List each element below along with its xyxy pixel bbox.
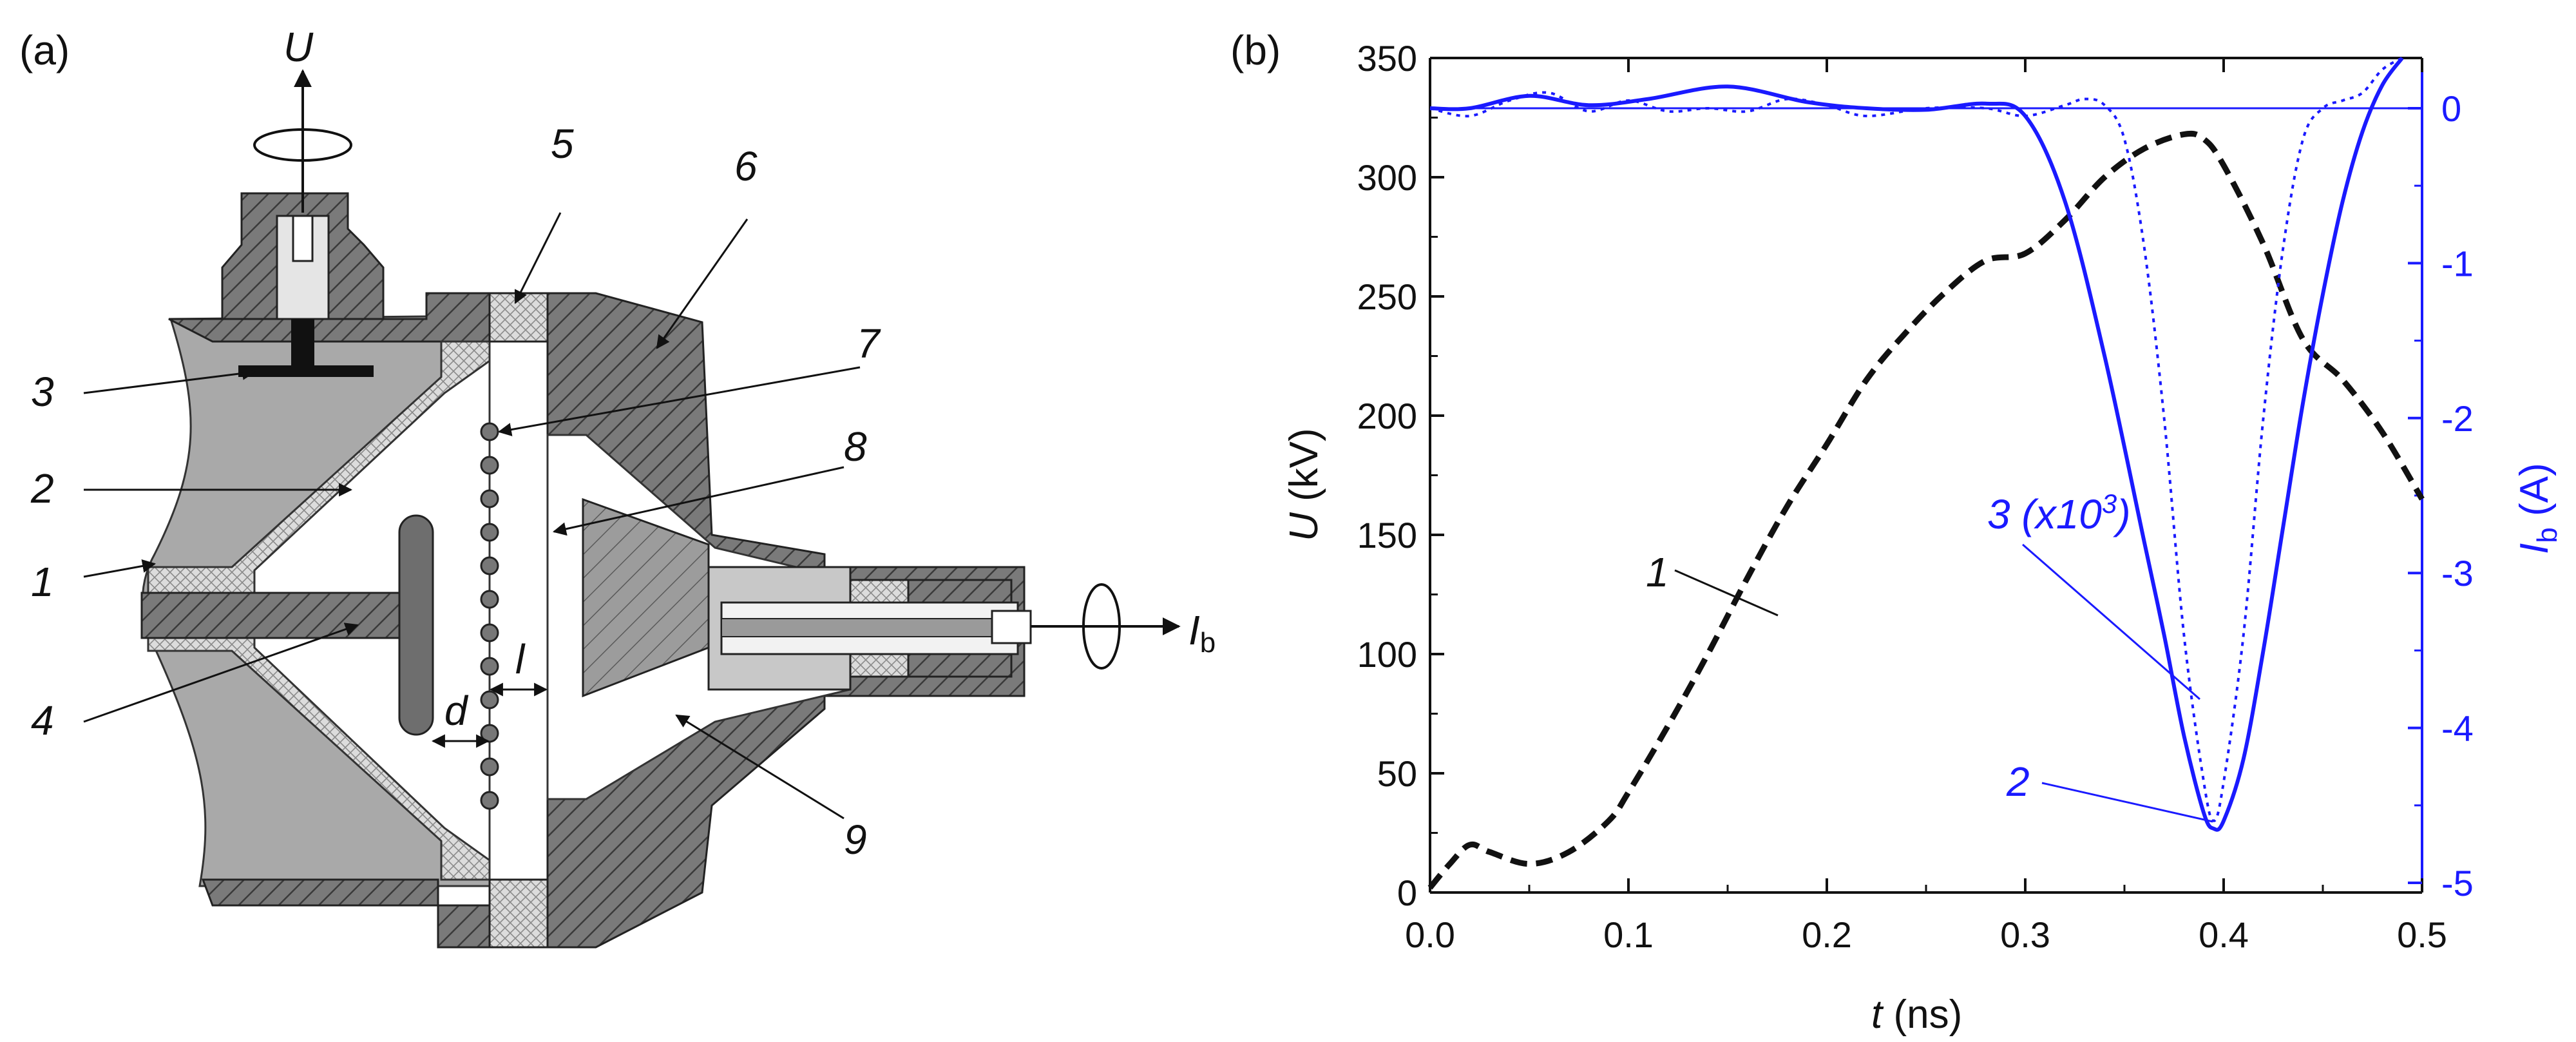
grid-wire-dot — [480, 791, 499, 810]
y-left-tick-label: 150 — [1357, 515, 1417, 555]
series-line-1 — [1427, 130, 2425, 890]
panel-a-schematic: (a) — [19, 24, 1216, 949]
x-tick-label: 0.2 — [1802, 914, 1852, 955]
callout-line-3 — [83, 366, 256, 394]
grid-wire-dot — [480, 623, 499, 642]
connector-pin — [292, 215, 314, 262]
series-layer — [1427, 57, 2425, 890]
y-left-tick-label: 250 — [1357, 276, 1417, 317]
feed-rod — [291, 319, 314, 367]
series-line-3 — [1429, 57, 2403, 822]
part-number-5: 5 — [551, 121, 574, 167]
x-axis-ticks: 0.0 0.1 0.2 0.3 0.4 0.5 — [1405, 58, 2447, 955]
y-left-tick-label: 0 — [1397, 873, 1417, 913]
ring-5-bottom — [488, 878, 549, 949]
y-left-axis-title: U (kV) — [1282, 428, 1326, 541]
part-number-6: 6 — [734, 143, 758, 189]
x-axis-title: t (ns) — [1871, 992, 1962, 1037]
callout-line-4 — [83, 622, 359, 723]
ring-5-top — [488, 292, 549, 343]
grid-wire-dot — [480, 489, 499, 508]
u-label: U — [283, 24, 314, 70]
callout-line-1 — [83, 559, 157, 578]
callout-line-8 — [552, 466, 844, 536]
y-left-tick-label: 100 — [1357, 634, 1417, 675]
panel-a-label: (a) — [19, 27, 70, 73]
curve-label-2: 2 — [2006, 758, 2030, 805]
panel-b-chart: (b) 0.0 0.1 0.2 0.3 0.4 0.5 0 50 100 150 200 250 30… — [1230, 27, 2563, 1037]
callout-line-5 — [514, 212, 562, 304]
cathode-disc — [398, 514, 434, 736]
curve-leader-2 — [2041, 782, 2213, 823]
grid-wire-dot — [480, 422, 499, 441]
callout-line-9 — [675, 714, 844, 820]
grid-wire-dot — [480, 556, 499, 575]
bottom-plate — [201, 878, 491, 949]
series-line-2 — [1429, 57, 2404, 832]
d-gap-label: d — [444, 688, 469, 734]
y-left-axis-ticks: 0 50 100 150 200 250 300 350 — [1357, 38, 1444, 913]
y-right-tick-label: 0 — [2441, 88, 2461, 129]
cathode-holder-4 — [140, 592, 401, 639]
curve-leader-1 — [1674, 569, 1779, 617]
x-tick-label: 0.5 — [2397, 914, 2447, 955]
ib-label: Ib — [1188, 607, 1216, 659]
part-number-3: 3 — [31, 369, 54, 415]
y-right-tick-label: -2 — [2441, 398, 2474, 439]
grid-wire-dot — [480, 456, 499, 475]
y-right-axis-title: Ib (A) — [2512, 463, 2563, 554]
y-right-tick-label: -1 — [2441, 243, 2474, 284]
y-left-tick-label: 50 — [1377, 753, 1417, 794]
part-number-4: 4 — [31, 697, 54, 744]
current-probe-loop — [1082, 583, 1121, 670]
grid-7 — [480, 422, 499, 810]
callout-line-6 — [656, 218, 749, 349]
curve-leader-3 — [2022, 543, 2200, 700]
x-tick-label: 0.0 — [1405, 914, 1455, 955]
grid-wire-dot — [480, 724, 499, 743]
grid-wire-dot — [480, 590, 499, 609]
part-number-1: 1 — [31, 559, 54, 605]
grid-wire-dot — [480, 690, 499, 709]
grid-wire-dot — [480, 523, 499, 542]
out-connector-stub — [991, 610, 1032, 644]
panel-b-label: (b) — [1230, 27, 1281, 73]
electrode-plate-3 — [238, 365, 374, 377]
part-number-9: 9 — [844, 816, 867, 863]
part-number-2: 2 — [30, 465, 54, 512]
y-left-tick-label: 300 — [1357, 157, 1417, 198]
x-tick-label: 0.3 — [2000, 914, 2050, 955]
x-tick-label: 0.4 — [2199, 914, 2249, 955]
y-left-tick-label: 350 — [1357, 38, 1417, 79]
grid-wire-dot — [480, 757, 499, 777]
y-left-tick-label: 200 — [1357, 396, 1417, 436]
out-connector-pin — [721, 618, 993, 637]
callout-line-7 — [497, 366, 861, 437]
y-right-axis-ticks: 0 -1 -2 -3 -4 -5 — [2408, 88, 2474, 903]
grid-wire-dot — [480, 657, 499, 676]
l-gap-label: l — [515, 636, 526, 682]
y-right-tick-label: -3 — [2441, 553, 2474, 593]
part-number-7: 7 — [857, 320, 881, 367]
curve-label-1: 1 — [1646, 549, 1669, 595]
u-rotation-loop — [253, 128, 352, 162]
x-tick-label: 0.1 — [1603, 914, 1654, 955]
part-number-8: 8 — [844, 423, 867, 470]
part-callouts — [83, 212, 861, 820]
y-right-tick-label: -5 — [2441, 863, 2474, 903]
curve-label-3: 3 (x103) — [1987, 488, 2131, 537]
y-right-tick-label: -4 — [2441, 708, 2474, 749]
